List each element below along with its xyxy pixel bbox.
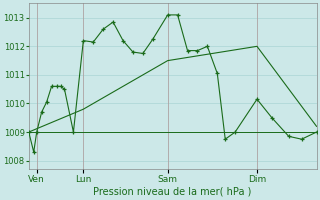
X-axis label: Pression niveau de la mer( hPa ): Pression niveau de la mer( hPa ) bbox=[93, 187, 252, 197]
